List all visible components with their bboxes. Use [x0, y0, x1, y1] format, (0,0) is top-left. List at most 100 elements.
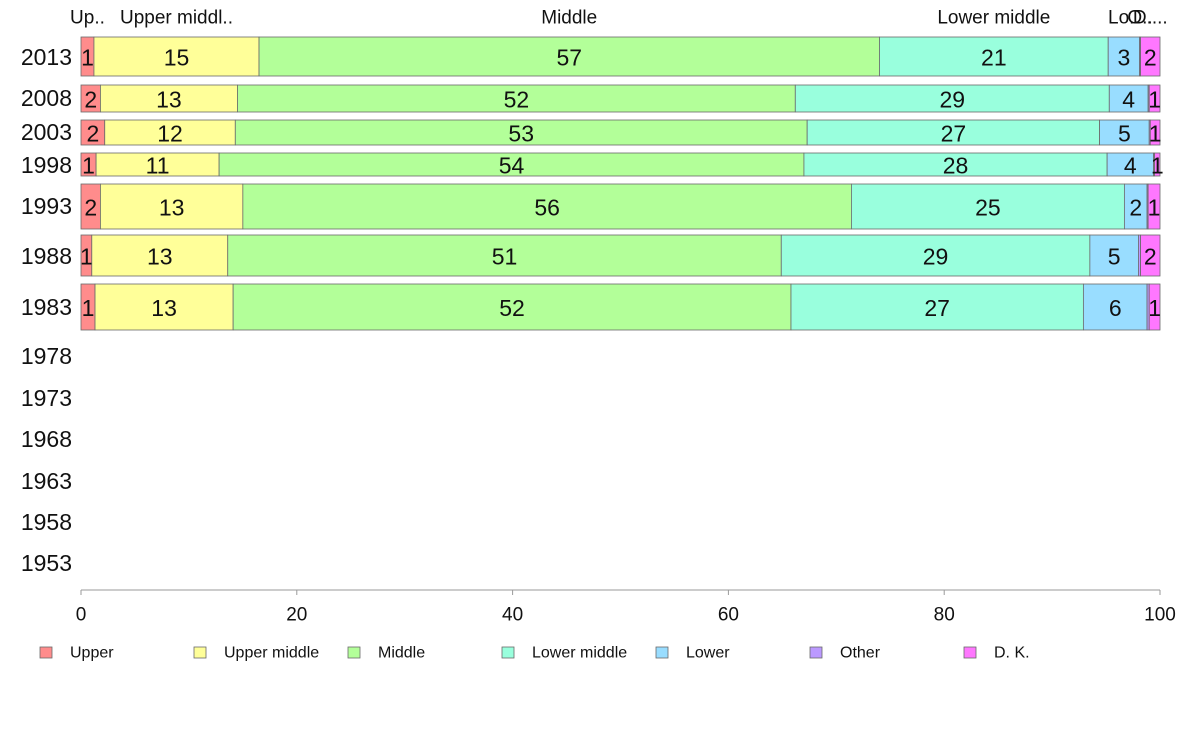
legend-label-lower: Lower	[686, 645, 730, 662]
data-label-1983-d-k-: 1	[1148, 295, 1161, 321]
year-label-1968: 1968	[21, 426, 72, 452]
top-label-other: O..	[1127, 8, 1152, 29]
data-label-1993-upper-middle: 13	[159, 195, 185, 221]
data-label-2008-upper-middle: 13	[156, 87, 182, 113]
data-label-2013-d-k-: 2	[1144, 45, 1157, 71]
legend-swatch-d-k-	[963, 646, 977, 659]
data-label-1993-lower-middle: 25	[975, 195, 1001, 221]
data-label-2003-upper-middle: 12	[157, 121, 183, 147]
data-label-2003-upper: 2	[86, 121, 99, 147]
top-label-middle: Middle	[541, 8, 597, 29]
data-label-2008-middle: 52	[504, 87, 530, 113]
year-label-2013: 2013	[21, 44, 72, 70]
bar-2003-lower	[1099, 119, 1150, 146]
data-label-2003-middle: 53	[508, 121, 534, 147]
legend-label-other: Other	[840, 645, 881, 662]
year-label-1978: 1978	[21, 343, 72, 369]
legend-swatch-lower	[655, 646, 669, 659]
bar-1998-d-k-	[1154, 152, 1161, 177]
top-label-upper-middle: Upper middl..	[120, 8, 233, 29]
year-label-1973: 1973	[21, 385, 72, 411]
data-label-1983-upper-middle: 13	[151, 295, 177, 321]
bar-2013-upper-middle	[93, 36, 260, 77]
data-label-2008-d-k-: 1	[1148, 87, 1161, 113]
data-label-2003-d-k-: 1	[1149, 121, 1162, 147]
data-label-2013-lower-middle: 21	[981, 45, 1007, 71]
year-label-1958: 1958	[21, 509, 72, 535]
data-label-2008-upper: 2	[84, 87, 97, 113]
data-label-1998-middle: 54	[499, 153, 525, 179]
legend-label-d-k-: D. K.	[994, 645, 1030, 662]
legend-swatch-lower-middle	[501, 646, 515, 659]
data-label-1988-middle: 51	[492, 244, 518, 270]
data-label-1988-lower-middle: 29	[923, 244, 949, 270]
bar-1988-upper-middle	[91, 234, 229, 277]
data-label-1983-lower-middle: 27	[924, 295, 950, 321]
bar-1983-middle	[232, 283, 792, 331]
x-tick-label-80: 80	[934, 605, 955, 626]
x-tick-label-100: 100	[1144, 605, 1176, 626]
bar-2008-lower-middle	[794, 84, 1110, 113]
legend-label-upper-middle: Upper middle	[224, 645, 319, 662]
legend: Upper Upper middle Middle Lower middle Lower…	[39, 645, 1030, 662]
bar-2013-d-k-	[1140, 36, 1161, 77]
data-label-2013-lower: 3	[1117, 45, 1130, 71]
bar-1983-lower-middle	[790, 283, 1084, 331]
data-label-1983-middle: 52	[499, 295, 525, 321]
bars-area: 1 15 57 21 3 22 13 52 29 4 12 12 53 27 5 11 11 54 28 4 12 13 5…	[80, 36, 1164, 331]
top-label-upper: Up..	[70, 8, 105, 29]
data-label-1988-lower: 5	[1108, 244, 1121, 270]
data-label-1998-upper: 1	[82, 153, 95, 179]
data-label-1993-middle: 56	[534, 195, 560, 221]
data-label-1988-upper: 1	[80, 244, 93, 270]
x-tick-label-60: 60	[718, 605, 739, 626]
bar-2008-d-k-	[1148, 84, 1161, 113]
legend-label-middle: Middle	[378, 645, 425, 662]
data-label-1998-upper-middle: 11	[146, 153, 170, 179]
bar-1988-lower-middle	[780, 234, 1091, 277]
x-tick-label-40: 40	[502, 605, 523, 626]
year-label-1953: 1953	[21, 550, 72, 576]
data-label-1988-d-k-: 2	[1144, 244, 1157, 270]
bar-2003-upper-middle	[104, 119, 236, 146]
year-label-2008: 2008	[21, 85, 72, 111]
bar-2008-lower	[1108, 84, 1149, 113]
legend-swatch-other	[809, 646, 823, 659]
data-label-1998-lower-middle: 28	[943, 153, 969, 179]
legend-swatch-upper	[39, 646, 53, 659]
x-tick-label-0: 0	[76, 605, 87, 626]
bar-2008-middle	[237, 84, 796, 113]
bar-1993-lower-middle	[851, 183, 1125, 230]
bar-1988-middle	[227, 234, 782, 277]
bar-2013-lower-middle	[879, 36, 1109, 77]
year-label-1993: 1993	[21, 193, 72, 219]
top-label-lower-middle: Lower middle	[937, 8, 1050, 29]
x-tick-label-20: 20	[286, 605, 307, 626]
legend-swatch-upper-middle	[193, 646, 207, 659]
data-label-1988-upper-middle: 13	[147, 244, 173, 270]
data-label-1983-lower: 6	[1109, 295, 1122, 321]
year-label-2003: 2003	[21, 119, 72, 145]
top-label-lower: Lo..	[1108, 8, 1140, 29]
bar-1983-d-k-	[1148, 283, 1161, 331]
data-label-1993-upper: 2	[84, 195, 97, 221]
data-label-1993-d-k-: 1	[1148, 195, 1161, 221]
bar-1988-d-k-	[1140, 234, 1161, 277]
data-label-2003-lower-middle: 27	[941, 121, 967, 147]
data-label-2013-upper: 1	[81, 45, 94, 71]
bar-1993-middle	[242, 183, 852, 230]
bar-2003-d-k-	[1149, 119, 1161, 146]
legend-swatch-middle	[347, 646, 361, 659]
top-category-labels: Up.. Upper middl.. Middle Lower middle Lo..O…	[70, 8, 1168, 29]
data-label-1983-upper: 1	[82, 295, 95, 321]
bar-2013-middle	[258, 36, 880, 77]
data-label-2008-lower: 4	[1122, 87, 1135, 113]
bar-1983-upper-middle	[94, 283, 234, 331]
bar-1988-lower	[1089, 234, 1139, 277]
data-label-2013-upper-middle: 15	[164, 45, 190, 71]
bar-1993-d-k-	[1147, 183, 1161, 230]
data-label-2013-middle: 57	[556, 45, 582, 71]
year-label-1988: 1988	[21, 243, 72, 269]
year-label-1963: 1963	[21, 468, 72, 494]
